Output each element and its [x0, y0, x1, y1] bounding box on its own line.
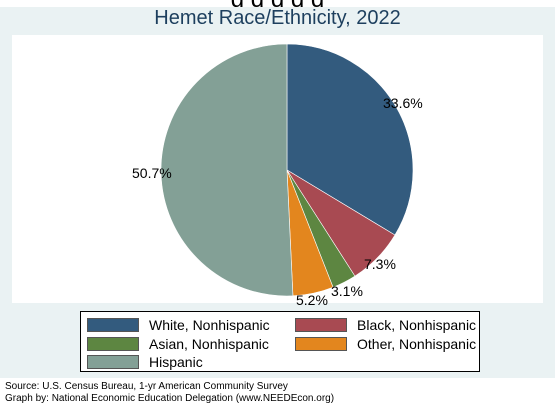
- slice-label-black: 7.3%: [364, 256, 396, 272]
- chart-title: Hemet Race/Ethnicity, 2022: [154, 7, 401, 29]
- slice-label-other: 5.2%: [296, 292, 328, 308]
- legend: White, Nonhispanic Black, Nonhispanic As…: [80, 311, 480, 372]
- pie-slice-white: [286, 43, 414, 236]
- legend-item-hispanic: Hispanic: [87, 353, 203, 371]
- legend-swatch-asian: [87, 337, 139, 351]
- pie-slice-hispanic: [160, 43, 294, 297]
- legend-label-asian: Asian, Nonhispanic: [149, 336, 269, 352]
- graph-by-note: Graph by: National Economic Education De…: [5, 393, 335, 404]
- legend-swatch-white: [87, 318, 139, 332]
- legend-item-black: Black, Nonhispanic: [295, 316, 476, 334]
- legend-item-other: Other, Nonhispanic: [295, 335, 476, 353]
- legend-label-other: Other, Nonhispanic: [357, 336, 477, 352]
- slice-label-white: 33.6%: [383, 95, 423, 111]
- source-note: Source: U.S. Census Bureau, 1-yr America…: [5, 381, 288, 392]
- slice-label-hispanic: 50.7%: [132, 165, 172, 181]
- legend-label-hispanic: Hispanic: [149, 354, 203, 370]
- legend-swatch-black: [295, 318, 347, 332]
- legend-item-asian: Asian, Nonhispanic: [87, 335, 269, 353]
- slice-label-asian: 3.1%: [331, 283, 363, 299]
- legend-swatch-hispanic: [87, 355, 139, 369]
- legend-label-black: Black, Nonhispanic: [357, 317, 477, 333]
- legend-label-white: White, Nonhispanic: [149, 317, 270, 333]
- legend-swatch-other: [295, 337, 347, 351]
- legend-item-white: White, Nonhispanic: [87, 316, 270, 334]
